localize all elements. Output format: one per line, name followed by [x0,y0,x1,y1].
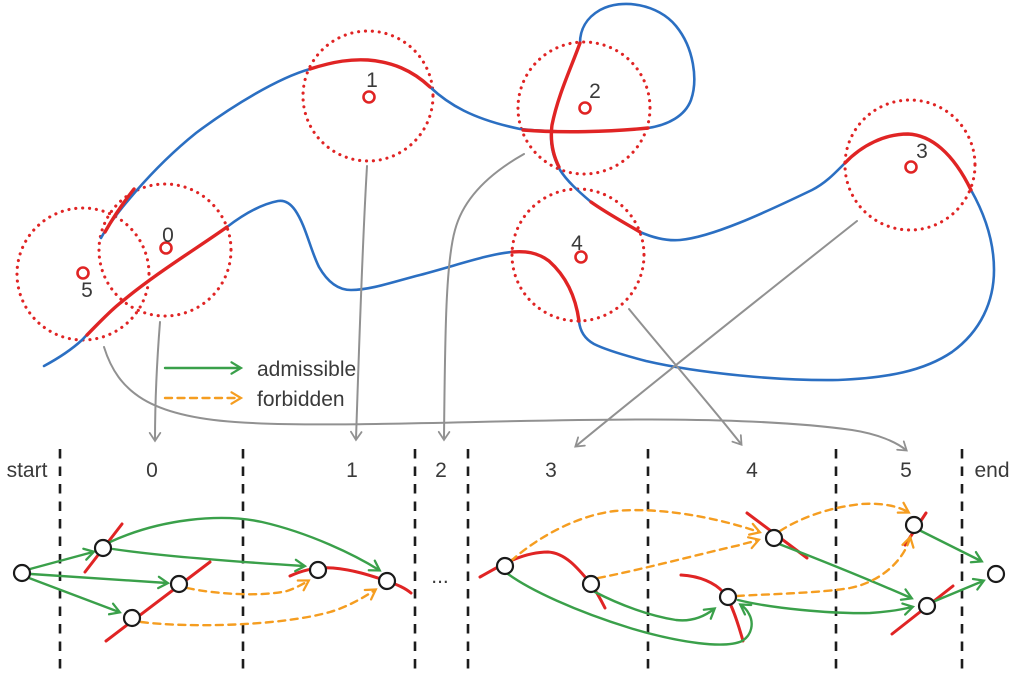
node-5b [917,596,937,616]
crossing-segment [521,126,650,134]
edge-start-to-0b-admissible [29,572,171,590]
waypoint-label-1: 1 [366,69,378,92]
node-end [986,564,1006,584]
node-3b [581,574,601,594]
node-0b [169,574,189,594]
mapping-arrow-2 [437,153,525,442]
node-5a [904,515,924,535]
trajectory-curve [42,2,996,382]
node-4a [764,528,784,548]
mapping-arrow-1 [350,165,368,442]
node-1a [308,560,328,580]
node-tangents [83,511,955,643]
waypoint-center-3 [904,160,918,174]
crossing-segment [510,250,581,323]
waypoint-label-5: 5 [81,279,93,302]
edge-5a-to-end-admissible [919,529,984,564]
waypoint-label-3: 3 [916,140,928,163]
node-tangent [679,573,745,643]
waypoint-center-5 [76,266,90,280]
edge-3a-to-4a-forbidden [509,508,762,563]
ellipsis-hidden-columns: ... [431,565,449,588]
waypoint-center-1 [362,90,376,104]
crossing-segment [843,132,973,192]
node-0c [122,608,142,628]
waypoint-label-0: 0 [162,224,174,247]
admissible-edges [27,516,986,646]
column-label-end: end [974,459,1009,482]
column-label-3: 3 [545,459,557,482]
mapping-arrow-5 [103,346,908,452]
waypoint-centers [76,90,918,280]
edge-start-to-0a-admissible [28,547,97,571]
waypoint-region-3 [843,98,977,232]
mapping-arrows [103,153,908,452]
edge-3b-to-4b-admissible [593,590,717,622]
waypoint-center-4 [574,250,588,264]
waypoint-region-0 [97,182,233,318]
node-1b [377,571,397,591]
node-tangent [104,560,212,643]
mapping-arrow-4 [628,308,743,446]
crossing-segment [103,187,136,234]
edge-3a-to-4b-admissible [506,572,753,646]
edge-0c-to-1b-forbidden [139,588,378,627]
node-start [12,563,32,583]
column-label-0: 0 [146,459,158,482]
crossing-segments [85,41,973,337]
edge-0a-to-1b-admissible [108,516,382,572]
node-3a [495,556,515,576]
edge-3b-to-4a-forbidden [596,536,761,580]
column-label-5: 5 [900,459,912,482]
mapping-arrow-3 [574,220,858,448]
legend: admissible forbidden [163,358,356,411]
column-separators [58,449,964,674]
waypoint-label-4: 4 [571,232,583,255]
edge-0b-to-1a-forbidden [185,579,311,596]
waypoint-label-2: 2 [589,80,601,103]
waypoint-region-2 [516,40,652,176]
graph-nodes [12,515,1006,628]
column-label-start: start [7,459,48,482]
forbidden-edges [139,501,915,627]
legend-admissible-label: admissible [257,358,356,381]
column-label-4: 4 [746,459,758,482]
crossing-segment [85,225,229,337]
crossing-segment [549,41,582,169]
crossing-segment [308,58,432,89]
node-4b [718,587,738,607]
node-0a [93,538,113,558]
crossing-segment [589,200,642,234]
edge-4a-to-5a-forbidden [778,501,911,533]
edge-5b-to-end-admissible [933,577,986,603]
edge-4b-to-5b-admissible [736,598,916,616]
waypoint-region-1 [301,29,435,163]
mapping-arrow-0 [148,321,162,443]
column-label-1: 1 [346,459,358,482]
edge-0a-to-1a-admissible [111,547,308,573]
column-label-2: 2 [435,459,447,482]
edge-4a-to-5b-admissible [777,542,914,601]
edge-4b-to-5a-forbidden [735,534,915,598]
waypoint-center-2 [578,101,592,115]
waypoint-regions [15,29,977,342]
waypoint-center-0 [159,241,173,255]
edge-start-to-0c-admissible [27,576,122,616]
legend-forbidden-label: forbidden [257,388,345,411]
